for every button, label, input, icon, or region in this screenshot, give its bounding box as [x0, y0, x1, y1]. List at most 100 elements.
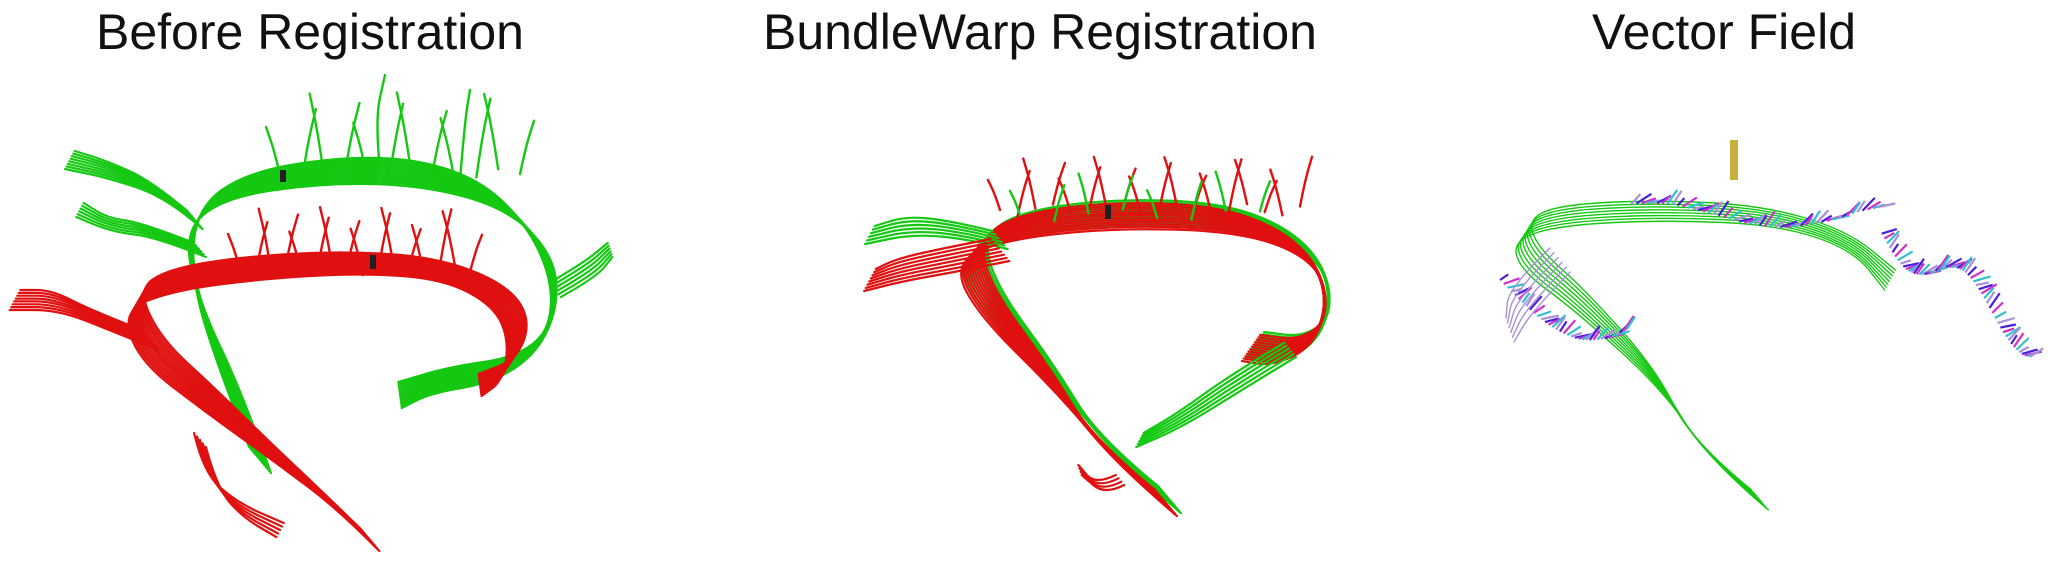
streamline — [966, 222, 1331, 512]
vector-arrow — [1687, 201, 1705, 209]
fiber-sprout — [1269, 168, 1284, 217]
dark-tip-marker — [280, 170, 286, 182]
fiber-sprout — [352, 121, 369, 180]
streamline — [1519, 214, 1889, 505]
streamline — [863, 259, 1011, 293]
vector-arrow — [1978, 283, 1994, 291]
vector-arrow — [1894, 243, 1908, 258]
fiber-sprout — [395, 91, 413, 173]
vector-arrow — [1635, 192, 1653, 205]
fiber-sprout — [438, 208, 453, 271]
vector-arrow — [1712, 201, 1724, 216]
streamline — [75, 215, 207, 259]
fiber-sprout — [468, 233, 484, 274]
vector-arrow — [2007, 327, 2021, 342]
streamline — [1515, 220, 1886, 511]
streamline — [1526, 206, 1893, 497]
vector-field-render — [1499, 140, 2044, 511]
panel-vector-field: Vector Field — [1400, 0, 2048, 564]
streamline — [81, 204, 198, 247]
vector-arrow — [2000, 323, 2017, 329]
fiber-sprout — [1163, 156, 1178, 206]
streamline — [1530, 200, 1897, 491]
vector-arrow — [1537, 310, 1552, 318]
vector-arrow — [1959, 260, 1969, 270]
streamline — [133, 264, 516, 544]
vector-arrow — [2010, 334, 2018, 345]
vector-arrow — [1883, 231, 1895, 240]
vector-arrow — [1937, 254, 1950, 271]
streamline — [14, 297, 150, 340]
red-bundle-left-fan — [863, 237, 1011, 293]
vector-arrow — [2018, 345, 2030, 354]
green-streamlines — [1515, 200, 1897, 511]
green-bundle-left-fan-2 — [75, 201, 207, 259]
streamline — [135, 263, 518, 542]
streamline — [871, 244, 998, 277]
fiber-sprout — [431, 109, 448, 173]
streamline — [132, 266, 514, 546]
vector-arrow — [1997, 316, 2016, 324]
streamline — [1139, 347, 1290, 440]
streamline — [1517, 217, 1887, 508]
streamline — [19, 288, 143, 332]
vector-arrow — [1733, 213, 1752, 222]
fiber-sprout — [1145, 189, 1159, 220]
vector-arrow — [1970, 269, 1985, 279]
fiber-sprout — [380, 206, 395, 266]
fiber-sprout — [226, 232, 242, 272]
vector-arrow — [1940, 254, 1951, 270]
vector-arrow — [1622, 315, 1635, 332]
vector-arrow — [1975, 281, 1990, 287]
vector-arrow — [1983, 287, 1995, 300]
fiber-sprout — [1258, 179, 1272, 213]
streamline — [16, 294, 148, 337]
fiber-sprout — [1127, 175, 1143, 217]
vector-arrow — [1891, 243, 1900, 254]
fiber-sprout — [1022, 157, 1037, 210]
vector-arrow — [1856, 200, 1866, 213]
fiber-sprout — [344, 101, 361, 171]
yellow-vector-glyph — [1730, 140, 1738, 180]
fiber-sprout — [288, 230, 303, 275]
fiber-sprout — [441, 210, 456, 266]
green-bundle-left-fan — [64, 149, 204, 231]
vector-arrow — [1815, 209, 1830, 224]
vector-arrow — [1985, 291, 1996, 304]
streamline — [11, 303, 155, 346]
vector-arrow — [1851, 201, 1862, 215]
vector-arrow — [1913, 258, 1925, 275]
streamline — [966, 221, 1326, 510]
green-sprouts — [1008, 170, 1272, 223]
vector-arrow — [1820, 214, 1833, 223]
vector-arrow — [1707, 203, 1718, 214]
vector-arrow — [1661, 194, 1671, 205]
streamline — [864, 256, 1008, 289]
fiber-sprout — [1198, 172, 1213, 218]
vector-arrow — [1533, 304, 1546, 314]
vector-arrow — [2029, 347, 2044, 358]
vector-arrow — [1888, 233, 1900, 249]
fiber-sprout — [300, 107, 318, 183]
streamline — [867, 227, 1003, 243]
vector-arrow — [1682, 196, 1698, 208]
panel-title-before: Before Registration — [95, 4, 524, 60]
streamline — [138, 258, 522, 537]
vector-arrow — [1558, 320, 1568, 333]
vector-arrow — [1763, 210, 1776, 227]
green-bundle-right-lower — [1135, 341, 1297, 449]
streamline — [139, 256, 524, 536]
vector-arrow — [2012, 332, 2025, 348]
vector-arrow — [1722, 206, 1734, 219]
red-bundle-lower — [193, 431, 285, 539]
fiber-sprout — [410, 223, 426, 278]
streamline — [128, 271, 510, 551]
vector-arrow — [1738, 217, 1754, 223]
fiber-sprout — [1077, 172, 1090, 215]
fiber-sprout — [986, 178, 1002, 212]
vector-arrow — [1588, 325, 1601, 341]
fiber-sprout — [1233, 158, 1249, 206]
fiber-sprout — [349, 227, 364, 277]
streamline — [874, 237, 992, 271]
vector-arrow — [2021, 348, 2038, 355]
